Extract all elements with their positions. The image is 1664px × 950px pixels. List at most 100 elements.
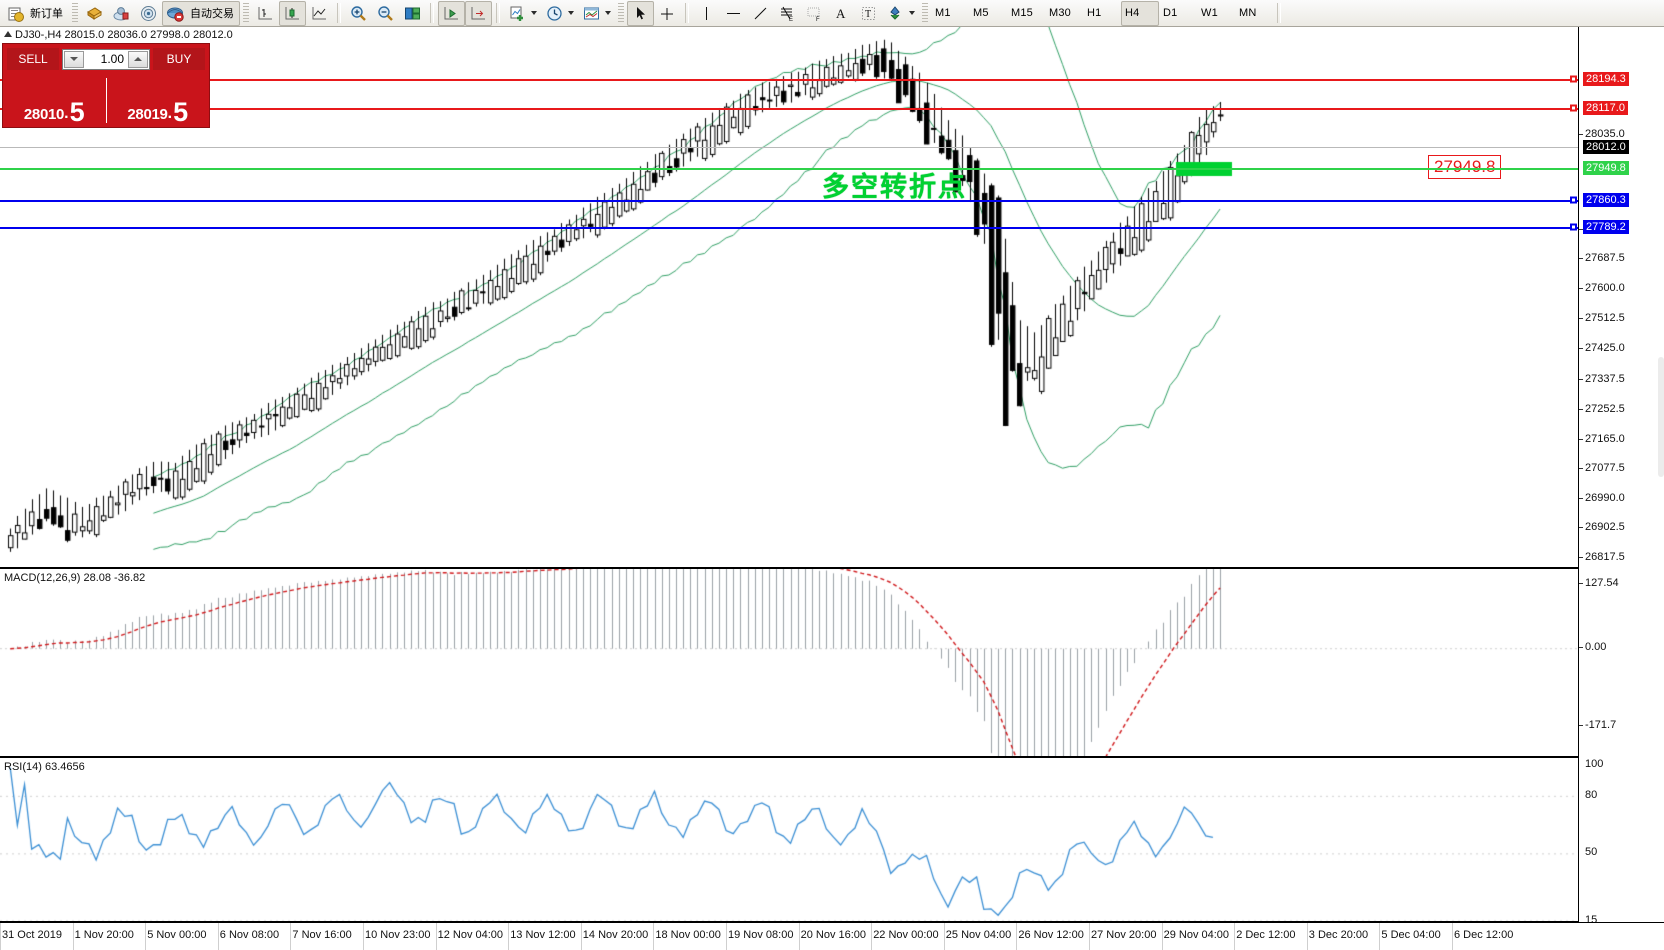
timeframe-d1[interactable]: D1 <box>1163 7 1178 19</box>
timeframe-mn[interactable]: MN <box>1239 7 1257 19</box>
equidistant-channel-button[interactable]: F <box>801 1 828 26</box>
timeframe-m1[interactable]: M1 <box>935 7 951 19</box>
volume-stepper[interactable]: 1.00 <box>62 48 150 70</box>
market-watch-button[interactable] <box>108 1 135 26</box>
text-button[interactable]: T <box>855 1 882 26</box>
chart-title-text: DJ30-,H4 28015.0 28036.0 27998.0 28012.0 <box>15 29 233 41</box>
chevron-down-icon[interactable] <box>531 11 537 15</box>
time-axis-separator <box>1379 923 1381 950</box>
chart-workspace[interactable]: DJ30-,H4 28015.0 28036.0 27998.0 28012.0… <box>0 27 1664 950</box>
volume-decrease-button[interactable] <box>64 50 84 68</box>
sell-price[interactable]: 28010. 5 <box>23 97 85 127</box>
time-axis[interactable]: 31 Oct 2019 1 Nov 20:00 5 Nov 00:00 6 Nov 0… <box>0 922 1664 950</box>
collapse-triangle-icon[interactable] <box>4 31 12 37</box>
time-axis-separator <box>217 923 219 950</box>
bar-chart-button[interactable] <box>252 1 279 26</box>
cursor-button[interactable] <box>627 0 654 26</box>
crosshair-button[interactable] <box>654 1 681 26</box>
buy-button[interactable]: BUY <box>153 48 205 70</box>
chevron-down-icon[interactable] <box>568 11 574 15</box>
zoom-in-button[interactable] <box>345 1 372 26</box>
one-click-trade-panel[interactable]: SELL 1.00 BUY 28010. 5 28019. 5 <box>2 43 210 128</box>
time-axis-label: 6 Nov 08:00 <box>219 929 280 941</box>
price-level-line[interactable] <box>0 147 1578 148</box>
rsi-label: RSI(14) 63.4656 <box>4 761 85 773</box>
level-anchor-handle[interactable] <box>1570 196 1577 204</box>
timeframe-m30[interactable]: M30 <box>1049 7 1071 19</box>
chart-annotation-text: 多空转折点 <box>822 172 967 203</box>
time-axis-label: 3 Dec 20:00 <box>1308 929 1369 941</box>
price-canvas[interactable] <box>0 27 1578 568</box>
auto-scroll-button[interactable] <box>438 0 465 26</box>
price-level-line[interactable] <box>0 227 1578 229</box>
price-level-tag[interactable]: 28117.0 <box>1583 101 1628 115</box>
candlestick-chart-button[interactable] <box>279 0 306 26</box>
level-anchor-handle[interactable] <box>1570 223 1577 231</box>
price-level-line[interactable] <box>0 168 1578 170</box>
price-level-line[interactable] <box>0 200 1578 202</box>
period-button[interactable] <box>541 1 578 26</box>
time-axis-label: 25 Nov 04:00 <box>945 929 1012 941</box>
price-axis-label: 27425.0 <box>1585 342 1625 354</box>
price-level-tag[interactable]: 27949.8 <box>1583 161 1629 175</box>
expert-advisors-icon <box>85 4 104 23</box>
rsi-canvas[interactable] <box>0 758 1578 921</box>
expert-advisors-button[interactable] <box>81 1 108 26</box>
timeframe-m15[interactable]: M15 <box>1011 7 1033 19</box>
shapes-button[interactable] <box>882 1 919 26</box>
new-order-button[interactable]: 新订单 <box>2 1 69 26</box>
volume-value[interactable]: 1.00 <box>100 51 124 66</box>
price-level-line[interactable] <box>0 108 1578 110</box>
price-axis-label: 27337.5 <box>1585 373 1625 385</box>
indicators-button[interactable] <box>504 1 541 26</box>
horizontal-line-button[interactable] <box>720 1 747 26</box>
macd-canvas[interactable] <box>0 569 1578 756</box>
time-axis-separator <box>1452 923 1453 950</box>
chart-shift-button[interactable] <box>465 0 492 26</box>
price-axis-tick <box>1579 527 1583 528</box>
volume-increase-button[interactable] <box>128 50 148 68</box>
buy-price[interactable]: 28019. 5 <box>127 97 189 127</box>
new-order-label: 新订单 <box>30 8 63 20</box>
templates-button[interactable] <box>578 1 615 26</box>
price-axis[interactable]: 28035.027775.027687.527600.027512.527425… <box>1578 27 1664 926</box>
chevron-down-icon[interactable] <box>909 11 915 15</box>
chevron-down-icon[interactable] <box>605 11 611 15</box>
macd-pane[interactable]: MACD(12,26,9) 28.08 -36.82 <box>0 568 1578 757</box>
sell-button[interactable]: SELL <box>7 48 59 70</box>
price-level-tag[interactable]: 28012.0 <box>1583 140 1629 154</box>
time-axis-separator <box>943 923 945 950</box>
price-axis-tick <box>1579 557 1583 558</box>
timeframe-h4[interactable]: H4 <box>1121 0 1159 26</box>
auto-trading-button[interactable]: 自动交易 <box>162 0 240 26</box>
price-axis-label: 28035.0 <box>1585 128 1625 140</box>
candlestick-chart-icon <box>283 4 302 23</box>
vertical-scrollbar[interactable] <box>1658 357 1664 477</box>
time-axis-separator <box>72 923 74 950</box>
price-pane[interactable]: DJ30-,H4 28015.0 28036.0 27998.0 28012.0… <box>0 27 1578 568</box>
tile-windows-button[interactable] <box>399 1 426 26</box>
timeframe-m5[interactable]: M5 <box>973 7 989 19</box>
text-icon: T <box>859 4 878 23</box>
navigator-button[interactable] <box>135 1 162 26</box>
timeframe-h1[interactable]: H1 <box>1087 7 1102 19</box>
timeframe-w1[interactable]: W1 <box>1201 7 1218 19</box>
trendline-button[interactable] <box>747 1 774 26</box>
level-anchor-handle[interactable] <box>1570 104 1577 112</box>
price-level-tag[interactable]: 28194.3 <box>1583 72 1629 86</box>
rsi-pane[interactable]: RSI(14) 63.4656 <box>0 757 1578 922</box>
time-axis-separator <box>508 923 510 950</box>
price-level-tag[interactable]: 27860.3 <box>1583 193 1629 207</box>
price-axis-tick <box>1579 348 1583 349</box>
price-callout-label: 27949.8 <box>1428 155 1502 179</box>
text-label-button[interactable]: A <box>828 1 855 26</box>
price-level-tag[interactable]: 27789.2 <box>1583 220 1629 234</box>
vertical-line-button[interactable] <box>693 1 720 26</box>
level-anchor-handle[interactable] <box>1570 75 1577 83</box>
price-level-line[interactable] <box>0 79 1578 81</box>
line-chart-button[interactable] <box>306 1 333 26</box>
zoom-out-button[interactable] <box>372 1 399 26</box>
time-axis-separator <box>1234 923 1236 950</box>
fibonacci-button[interactable]: E <box>774 1 801 26</box>
price-axis-tick <box>1579 379 1583 380</box>
